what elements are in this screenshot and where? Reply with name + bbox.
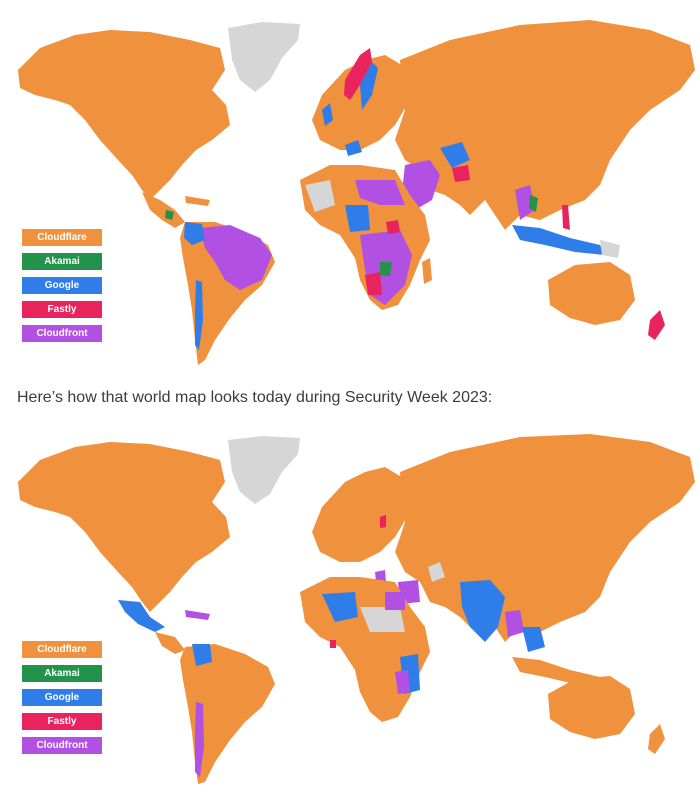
unknown-asia-region (428, 562, 445, 582)
legend-top: Cloudflare Akamai Google Fastly Cloudfro… (22, 229, 102, 349)
central-america-region (155, 632, 185, 654)
cloudfront-sea-region (505, 610, 524, 637)
cloudfront-sea-region (515, 185, 535, 220)
europe-region (312, 55, 410, 150)
unknown-africa-region (305, 180, 335, 212)
akamai-ca-region (165, 210, 174, 220)
google-europe-region (345, 140, 362, 156)
cloudfront-europe-region (375, 570, 386, 582)
asia-region (395, 20, 695, 230)
google-indonesia-region (512, 225, 605, 255)
legend-item-akamai: Akamai (22, 253, 102, 270)
fastly-asia-region (452, 165, 470, 182)
akamai-africa-region (380, 262, 392, 276)
google-sa-region (184, 222, 205, 245)
google-mexico-region (118, 600, 165, 632)
world-map-after: Cloudflare Akamai Google Fastly Cloudfro… (0, 432, 700, 788)
google-uk-region (322, 103, 333, 126)
australia-region (548, 262, 635, 325)
madagascar-region (422, 258, 432, 284)
fastly-europe-region (380, 515, 386, 528)
legend-item-cloudfront: Cloudfront (22, 325, 102, 342)
north-america-region (18, 442, 230, 612)
greenland-region (228, 22, 300, 92)
unknown-png-region (600, 240, 620, 258)
world-map-after-svg (18, 434, 695, 784)
google-africa-region (322, 592, 358, 622)
greenland-region (228, 436, 300, 504)
cloudfront-chile-region (195, 702, 204, 777)
north-america-region (18, 30, 230, 200)
cloudfront-east-africa-region (395, 670, 410, 694)
world-map-before-svg (18, 20, 695, 365)
cloudfront-africa-region (355, 180, 405, 205)
fastly-africa-region (386, 220, 400, 234)
world-map-before: Cloudflare Akamai Google Fastly Cloudfro… (0, 0, 700, 375)
nz-region (648, 724, 665, 754)
fastly-nz-region (648, 310, 665, 340)
google-colombia-region (192, 644, 212, 666)
caribbean-region (185, 610, 210, 620)
central-america-region (142, 192, 185, 228)
legend-item-fastly: Fastly (22, 301, 102, 318)
cloudfront-egypt-region (385, 592, 405, 610)
cloudfront-sa-region (200, 225, 272, 290)
fastly-ph-region (562, 205, 570, 230)
google-central-asia-region (440, 142, 470, 168)
caption-text: Here’s how that world map looks today du… (17, 389, 493, 406)
south-america-region (180, 644, 275, 784)
legend-item-cloudflare: Cloudflare (22, 641, 102, 658)
akamai-sea-region (529, 195, 538, 212)
legend-item-cloudfront: Cloudfront (22, 737, 102, 754)
legend-item-google: Google (22, 277, 102, 294)
google-chile-region (195, 280, 203, 350)
legend-item-akamai: Akamai (22, 665, 102, 682)
fastly-norway-region (344, 48, 372, 100)
caribbean-region (185, 196, 210, 206)
unknown-africa-region (360, 607, 405, 632)
google-sweden-region (360, 62, 378, 110)
google-india-region (460, 580, 505, 642)
legend-item-fastly: Fastly (22, 713, 102, 730)
asia-region (395, 434, 695, 642)
fastly-namibia-region (365, 272, 382, 295)
legend-item-cloudflare: Cloudflare (22, 229, 102, 246)
legend-bottom: Cloudflare Akamai Google Fastly Cloudfro… (22, 641, 102, 761)
google-sea-region (522, 627, 545, 652)
australia-region (548, 676, 635, 739)
fastly-africa-region (330, 640, 336, 648)
legend-item-google: Google (22, 689, 102, 706)
europe-region (312, 467, 410, 562)
google-africa-region (345, 205, 370, 232)
